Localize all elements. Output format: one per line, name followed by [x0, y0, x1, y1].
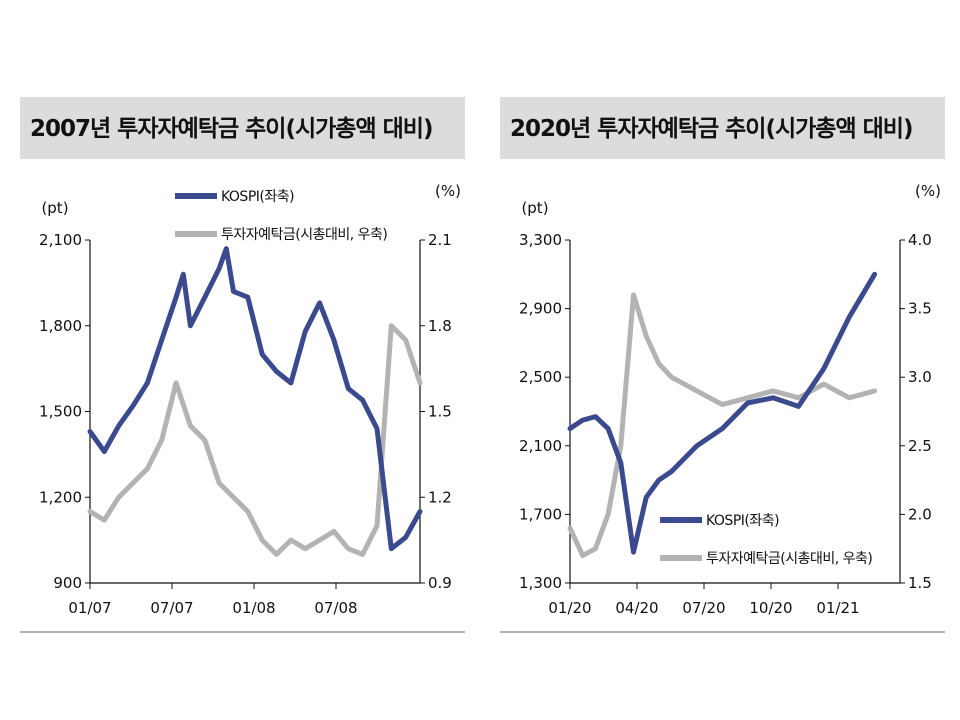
x-tick-label: 01/21 [816, 599, 859, 617]
y-right-tick-label: 1.5 [908, 574, 932, 592]
y-right-tick-label: 2.5 [908, 437, 932, 455]
series-line-kospi [87, 246, 423, 552]
x-tick-label: 07/20 [682, 599, 725, 617]
y-left-tick-label: 1,200 [39, 488, 82, 506]
legend-label: KOSPI(좌축) [221, 189, 294, 205]
chart-title: 2020년 투자자예탁금 추이(시가총액 대비) [510, 116, 913, 142]
y-left-tick-label: 1,800 [39, 317, 82, 335]
y-right-tick-label: 1.8 [428, 317, 452, 335]
y-right-unit: (%) [915, 182, 941, 200]
y-left-tick-label: 900 [53, 574, 82, 592]
y-right-tick-label: 4.0 [908, 231, 932, 249]
chart-title: 2007년 투자자예탁금 추이(시가총액 대비) [30, 116, 433, 142]
x-tick-label: 01/07 [68, 599, 111, 617]
y-left-tick-label: 3,300 [519, 231, 562, 249]
y-left-tick-label: 2,500 [519, 368, 562, 386]
x-tick-label: 07/08 [314, 599, 357, 617]
x-tick-label: 10/20 [749, 599, 792, 617]
y-right-tick-label: 0.9 [428, 574, 452, 592]
series-line-kospi [567, 271, 878, 555]
y-right-tick-label: 1.5 [428, 403, 452, 421]
y-right-tick-label: 2.1 [428, 231, 452, 249]
y-left-unit: (pt) [521, 199, 548, 217]
x-tick-label: 01/20 [548, 599, 591, 617]
y-left-tick-label: 2,100 [39, 231, 82, 249]
x-tick-label: 07/07 [150, 599, 193, 617]
y-left-unit: (pt) [41, 199, 68, 217]
legend-label: KOSPI(좌축) [706, 513, 779, 529]
y-right-tick-label: 3.5 [908, 300, 932, 318]
y-left-tick-label: 2,100 [519, 437, 562, 455]
chart-2007: (pt) (%) 2,100 1,800 1,500 1,200 900 2.1 1.8 1.5 1… [20, 182, 465, 633]
y-left-tick-label: 2,900 [519, 300, 562, 318]
y-right-tick-label: 1.2 [428, 488, 452, 506]
legend-label: 투자자예탁금(시총대비, 우축) [221, 227, 387, 243]
chart-title-bar: 2020년 투자자예탁금 추이(시가총액 대비) [500, 97, 945, 159]
y-left-tick-label: 1,300 [519, 574, 562, 592]
y-right-tick-label: 3.0 [908, 368, 932, 386]
chart-panel-2007: 2007년 투자자예탁금 추이(시가총액 대비) (pt) (%) 2,100 1,8… [20, 97, 465, 633]
y-right-tick-label: 2.0 [908, 505, 932, 523]
chart-2020: (pt) (%) 3,300 2,900 2,500 2,100 1,700 1,300 4.0… [500, 182, 945, 633]
x-tick-label: 04/20 [615, 599, 658, 617]
y-left-tick-label: 1,500 [39, 403, 82, 421]
y-right-unit: (%) [435, 182, 461, 200]
chart-panel-2020: 2020년 투자자예탁금 추이(시가총액 대비) (pt) (%) 3,300 2,9… [480, 0, 960, 720]
legend-label: 투자자예탁금(시총대비, 우축) [706, 551, 872, 567]
x-tick-label: 01/08 [232, 599, 275, 617]
chart-title-bar: 2007년 투자자예탁금 추이(시가총액 대비) [20, 97, 465, 159]
series-line-deposit [87, 323, 423, 557]
y-left-tick-label: 1,700 [519, 505, 562, 523]
